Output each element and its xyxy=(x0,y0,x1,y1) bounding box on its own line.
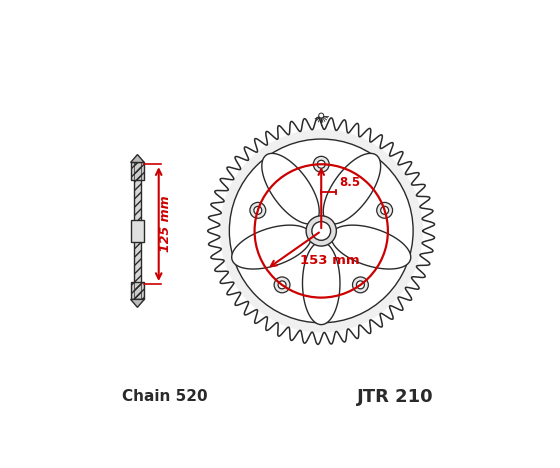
Polygon shape xyxy=(208,117,435,344)
Circle shape xyxy=(357,281,365,289)
Circle shape xyxy=(306,216,337,246)
Circle shape xyxy=(381,206,389,214)
Polygon shape xyxy=(232,225,311,269)
Circle shape xyxy=(352,277,368,293)
Circle shape xyxy=(250,202,266,218)
Text: Chain 520: Chain 520 xyxy=(122,389,207,404)
Bar xyxy=(134,162,141,300)
Polygon shape xyxy=(130,154,144,162)
Text: 153 mm: 153 mm xyxy=(300,254,360,267)
Polygon shape xyxy=(130,300,144,307)
Polygon shape xyxy=(323,154,381,224)
Bar xyxy=(130,282,144,300)
Bar xyxy=(130,162,144,180)
Polygon shape xyxy=(262,154,319,224)
Circle shape xyxy=(377,202,393,218)
Circle shape xyxy=(312,221,330,240)
Bar xyxy=(130,220,144,242)
Circle shape xyxy=(313,156,329,172)
Circle shape xyxy=(319,113,324,118)
Circle shape xyxy=(274,277,290,293)
Text: 8.5: 8.5 xyxy=(339,176,361,190)
Bar xyxy=(130,282,144,300)
Circle shape xyxy=(278,281,286,289)
Circle shape xyxy=(230,139,413,323)
Circle shape xyxy=(254,206,262,214)
Text: JTR 210: JTR 210 xyxy=(357,388,433,406)
Bar xyxy=(130,162,144,180)
Bar xyxy=(134,162,141,300)
Polygon shape xyxy=(302,242,340,325)
Polygon shape xyxy=(220,129,423,333)
Text: 125 mm: 125 mm xyxy=(158,196,172,252)
Polygon shape xyxy=(331,225,411,269)
Circle shape xyxy=(318,161,325,168)
